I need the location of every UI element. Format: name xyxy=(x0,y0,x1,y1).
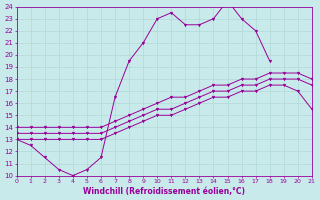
X-axis label: Windchill (Refroidissement éolien,°C): Windchill (Refroidissement éolien,°C) xyxy=(83,187,245,196)
